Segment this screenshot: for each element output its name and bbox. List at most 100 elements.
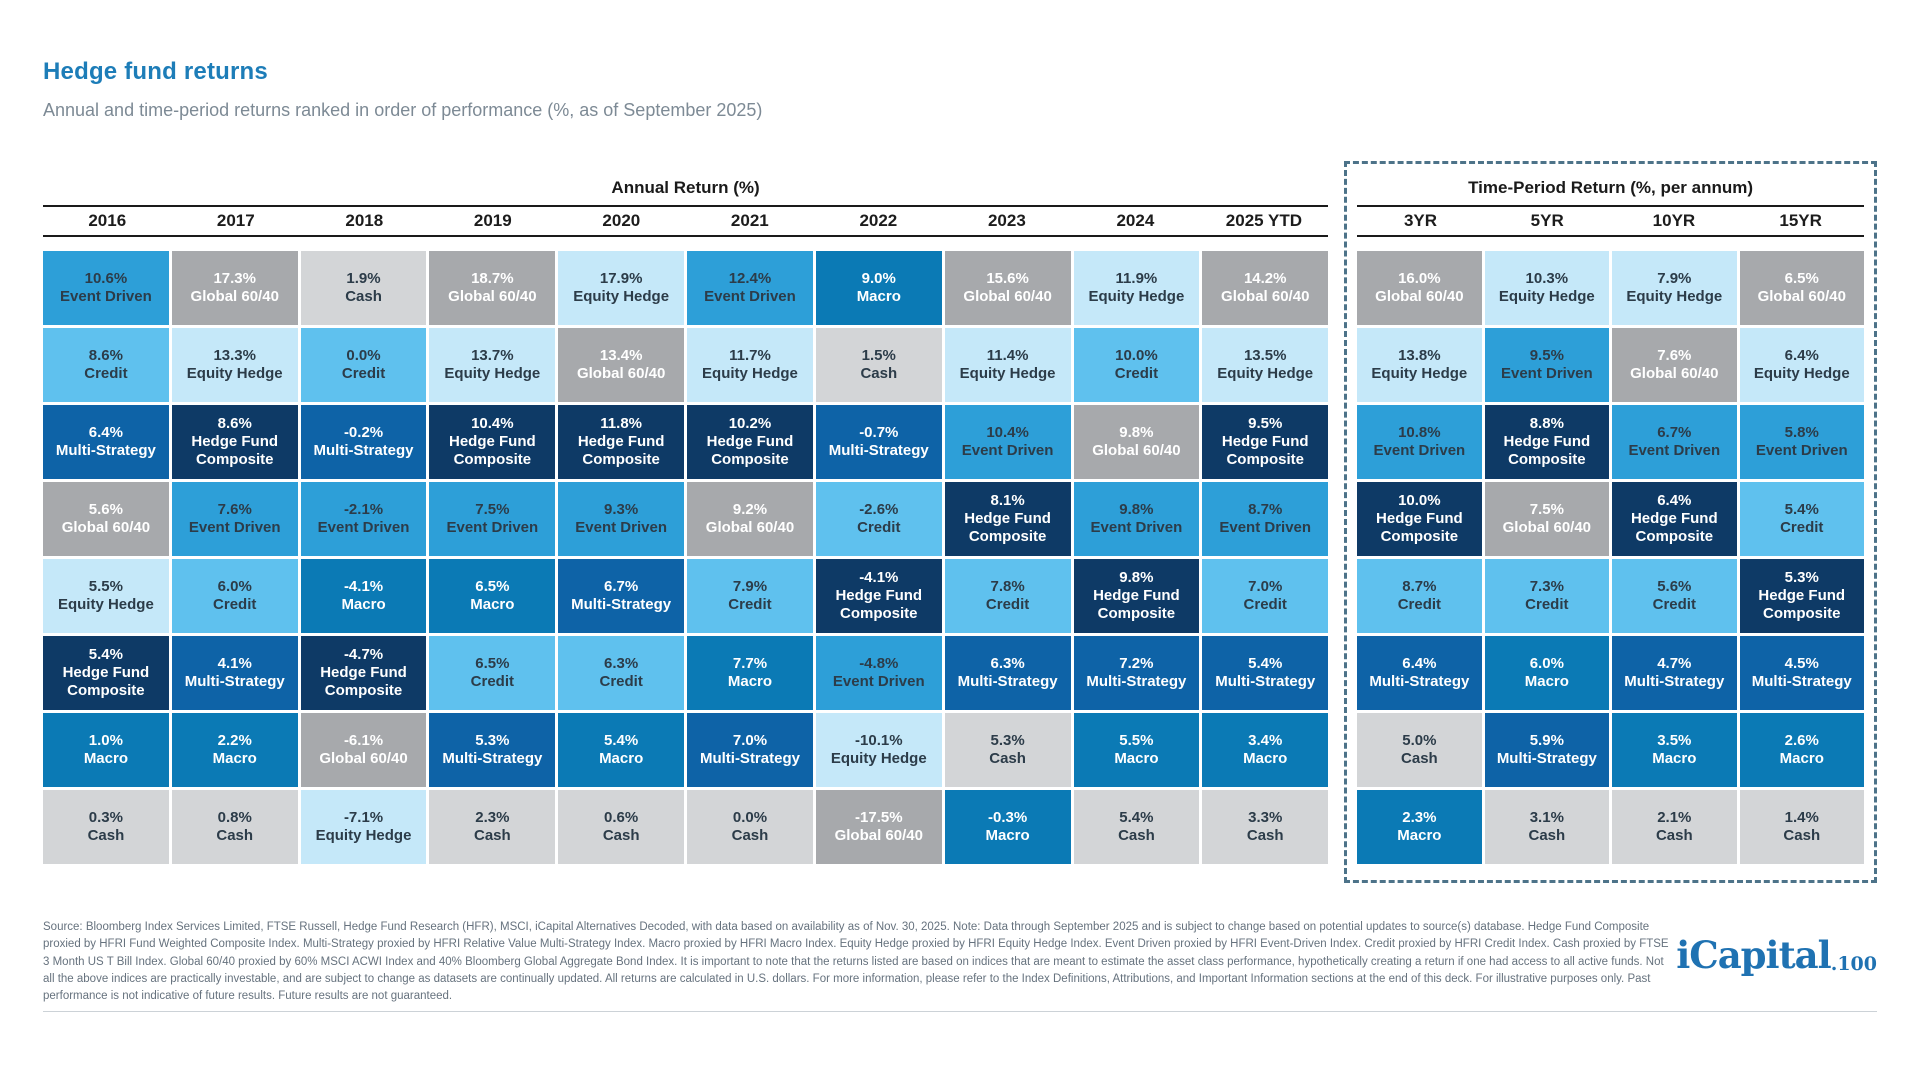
cell-label: Macro — [1243, 750, 1288, 767]
cell-label: Event Driven — [1628, 442, 1721, 459]
cell-value: 7.9% — [1657, 269, 1692, 287]
return-cell: 6.0% Credit — [171, 559, 298, 633]
cell-label: Multi-Strategy — [1215, 673, 1316, 690]
return-cell: 5.3% Multi-Strategy — [429, 713, 556, 787]
cell-value: 5.3% — [1784, 568, 1819, 586]
return-cell: 5.9% Multi-Strategy — [1484, 713, 1610, 787]
cell-value: 11.9% — [1115, 269, 1158, 287]
return-cell: 4.7% Multi-Strategy — [1612, 636, 1737, 710]
cell-label: Event Driven — [575, 519, 667, 536]
return-cell: 5.6% Global 60/40 — [43, 482, 169, 556]
cell-label: Macro — [212, 750, 257, 767]
cell-label: Equity Hedge — [444, 365, 541, 382]
return-cell: -4.7% Hedge Fund Composite — [300, 636, 427, 710]
cell-value: 9.5% — [1248, 414, 1283, 432]
cell-label: Multi-Strategy — [828, 442, 929, 459]
column-header-15yr: 15YR — [1779, 211, 1822, 230]
return-cell: 2.3% Cash — [429, 790, 556, 864]
cell-value: 1.5% — [861, 346, 896, 364]
cell-label: Credit — [1114, 365, 1159, 382]
return-cell: 7.5% Global 60/40 — [1484, 482, 1610, 556]
return-cell: -6.1% Global 60/40 — [300, 713, 427, 787]
cell-label: Equity Hedge — [702, 365, 798, 382]
return-cell: 5.4% Multi-Strategy — [1202, 636, 1329, 710]
cell-label: Credit — [1243, 596, 1287, 613]
cell-value: -4.8% — [859, 654, 899, 672]
cell-label: Credit — [1397, 596, 1442, 613]
return-cell: 7.6% Event Driven — [171, 482, 298, 556]
return-cell: 6.7% Event Driven — [1612, 405, 1737, 479]
return-cell: -0.3% Macro — [944, 790, 1071, 864]
cell-value: 8.6% — [217, 414, 252, 432]
return-cell: 5.0% Cash — [1357, 713, 1482, 787]
cell-label: Hedge Fund Composite — [706, 432, 794, 469]
return-cell: -2.1% Event Driven — [300, 482, 427, 556]
column-header-2020: 2020 — [602, 211, 641, 230]
cell-value: 17.9% — [599, 269, 643, 287]
cell-label: Multi-Strategy — [1624, 673, 1725, 690]
icapital-logo-text: iCapital — [1676, 933, 1832, 977]
return-cell: 8.6% Hedge Fund Composite — [171, 405, 298, 479]
return-cell: 0.6% Cash — [558, 790, 685, 864]
cell-value: 6.5% — [1784, 269, 1819, 287]
cell-value: 10.0% — [1398, 491, 1441, 509]
cell-label: Credit — [470, 673, 515, 690]
cell-value: 5.9% — [1529, 731, 1564, 749]
cell-label: Multi-Strategy — [184, 673, 285, 690]
cell-label: Equity Hedge — [1371, 365, 1468, 382]
cell-value: -2.6% — [859, 500, 899, 518]
return-cell: 6.5% Credit — [429, 636, 556, 710]
cell-value: 1.0% — [88, 731, 123, 749]
cell-label: Global 60/40 — [576, 365, 666, 382]
cell-value: 9.2% — [732, 500, 768, 518]
column-header-3yr: 3YR — [1403, 211, 1438, 230]
cell-value: 7.2% — [1119, 654, 1154, 672]
cell-value: 5.3% — [990, 731, 1025, 749]
cell-value: 5.5% — [1119, 731, 1154, 749]
return-cell: 6.5% Macro — [429, 559, 556, 633]
return-cell: 9.8% Event Driven — [1073, 482, 1200, 556]
cell-label: Hedge Fund Composite — [1221, 432, 1309, 469]
return-cell: 7.8% Credit — [944, 559, 1071, 633]
cell-value: 0.3% — [88, 808, 123, 826]
cell-value: 9.8% — [1119, 568, 1154, 586]
cell-value: 12.4% — [728, 269, 772, 287]
cell-label: Global 60/40 — [834, 827, 923, 844]
cell-value: 6.4% — [1657, 491, 1692, 509]
return-cell: 10.8% Event Driven — [1357, 405, 1482, 479]
cell-label: Credit — [1780, 519, 1824, 536]
cell-label: Event Driven — [1500, 365, 1593, 382]
return-cell: 7.0% Multi-Strategy — [687, 713, 813, 787]
return-cell: 0.3% Cash — [43, 790, 169, 864]
cell-value: 8.6% — [88, 346, 123, 364]
return-cell: 8.8% Hedge Fund Composite — [1484, 405, 1610, 479]
cell-label: Global 60/40 — [963, 288, 1052, 305]
return-cell: 2.2% Macro — [171, 713, 298, 787]
cell-label: Equity Hedge — [959, 365, 1056, 382]
cell-value: 15.6% — [986, 269, 1029, 287]
cell-value: 4.1% — [217, 654, 252, 672]
annual-return-grid: 10.6% Event Driven 17.3% Global 60/40 1.9% Ca… — [43, 251, 1329, 864]
cell-label: Event Driven — [1755, 442, 1848, 459]
footer-disclaimer: Source: Bloomberg Index Services Limited… — [43, 921, 1669, 1002]
cell-label: Multi-Strategy — [571, 596, 672, 613]
return-cell: 10.4% Hedge Fund Composite — [429, 405, 556, 479]
cell-label: Multi-Strategy — [1496, 750, 1597, 767]
cell-label: Global 60/40 — [1757, 288, 1846, 305]
cell-value: -6.1% — [343, 731, 384, 749]
cell-value: -4.1% — [859, 568, 899, 586]
return-cell: 7.6% Global 60/40 — [1612, 328, 1737, 402]
cell-label: Global 60/40 — [1092, 442, 1181, 459]
cell-value: 6.4% — [1402, 654, 1437, 672]
cell-label: Event Driven — [1373, 442, 1466, 459]
cell-value: 10.0% — [1115, 346, 1158, 364]
return-cell: 10.2% Hedge Fund Composite — [687, 405, 813, 479]
cell-value: 11.8% — [600, 414, 643, 432]
return-cell: 3.4% Macro — [1202, 713, 1329, 787]
cell-value: 6.4% — [88, 423, 123, 441]
cell-label: Global 60/40 — [319, 750, 408, 767]
return-cell: 6.4% Equity Hedge — [1739, 328, 1864, 402]
column-header-5yr: 5YR — [1530, 211, 1564, 230]
return-cell: 2.1% Cash — [1612, 790, 1737, 864]
icapital-logo: iCapital.100 — [1676, 933, 1877, 977]
